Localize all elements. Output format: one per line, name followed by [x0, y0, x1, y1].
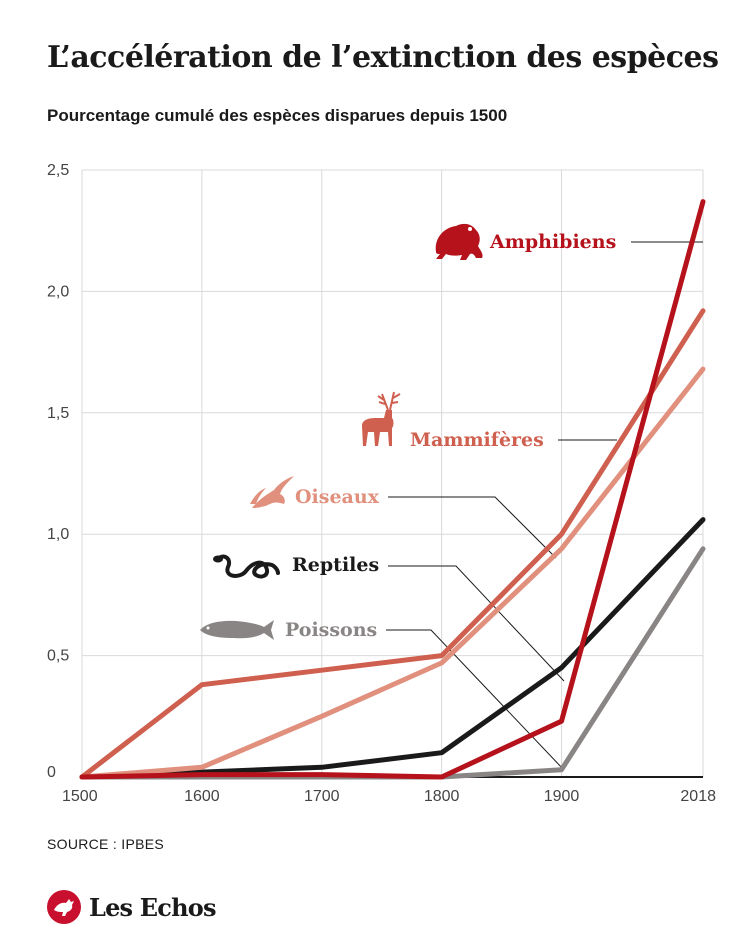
swallow-icon [250, 476, 294, 508]
snake-icon [213, 554, 280, 579]
y-tick-label: 0,5 [47, 648, 69, 665]
series-line-reptiles [79, 517, 706, 780]
leader-line [388, 496, 557, 559]
deer-icon [362, 391, 401, 446]
series-labels: Amphibiens Mammifères Oiseaux Reptiles Poiss… [285, 231, 616, 641]
axis-ticks: 1500 1600 1700 1800 1900 2018 0 0,5 1,0 1,5 2,0 2,5 [47, 162, 716, 805]
logo-text: Les Echos [89, 892, 216, 922]
leader-line [388, 565, 565, 682]
x-tick-label: 1900 [544, 788, 580, 805]
y-tick-label: 0 [47, 764, 56, 781]
y-tick-label: 1,0 [47, 526, 69, 543]
frog-icon [435, 223, 483, 260]
leader-lines [386, 241, 703, 771]
pegasus-icon [54, 899, 74, 916]
x-tick-label: 1800 [424, 788, 460, 805]
logo-emblem-icon [47, 890, 81, 924]
x-tick-label: 2018 [680, 788, 716, 805]
series-icons [200, 223, 483, 640]
series-label-reptiles: Reptiles [292, 554, 379, 576]
series-label-mammifères: Mammifères [410, 429, 544, 451]
x-tick-label: 1600 [184, 788, 220, 805]
series-line-oiseaux [79, 366, 706, 780]
line-chart: 1500 1600 1700 1800 1900 2018 0 0,5 1,0 1,5 2,0 2,5 [47, 162, 716, 805]
series-label-poissons: Poissons [285, 619, 377, 641]
series-lines [79, 199, 706, 780]
les-echos-logo: Les Echos [47, 890, 216, 924]
y-tick-label: 2,0 [47, 283, 69, 300]
chart-title: L’accélération de l’extinction des espèc… [47, 40, 719, 75]
series-line-mammifères [79, 308, 706, 780]
series-label-oiseaux: Oiseaux [295, 486, 380, 508]
chart-subtitle: Pourcentage cumulé des espèces disparues… [47, 106, 508, 125]
y-tick-label: 1,5 [47, 405, 69, 422]
fish-icon [200, 620, 274, 640]
series-label-amphibiens: Amphibiens [489, 231, 616, 253]
leader-line [386, 629, 565, 771]
source-note: SOURCE : IPBES [47, 836, 165, 852]
series-line-amphibiens [79, 199, 706, 780]
y-tick-label: 2,5 [47, 162, 69, 179]
x-tick-label: 1500 [62, 788, 98, 805]
x-tick-label: 1700 [304, 788, 340, 805]
